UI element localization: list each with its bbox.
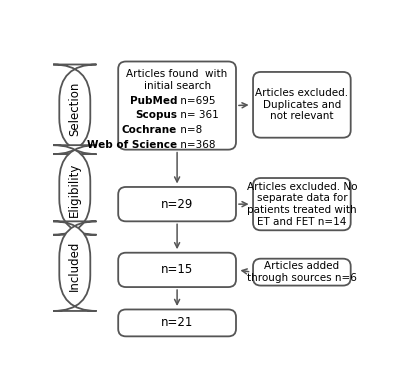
Text: n=368: n=368 <box>177 140 216 150</box>
Text: n=29: n=29 <box>161 197 193 211</box>
Text: Articles found  with
initial search: Articles found with initial search <box>126 69 228 90</box>
Text: n=21: n=21 <box>161 316 193 329</box>
FancyBboxPatch shape <box>253 72 351 138</box>
FancyBboxPatch shape <box>53 221 96 311</box>
Text: Scopus: Scopus <box>135 111 177 121</box>
Text: PubMed: PubMed <box>130 96 177 106</box>
Text: Web of Science: Web of Science <box>87 140 177 150</box>
FancyBboxPatch shape <box>53 64 96 154</box>
FancyBboxPatch shape <box>118 310 236 336</box>
Text: n=8: n=8 <box>177 125 202 135</box>
Text: Articles excluded. No
separate data for
patients treated with
ET and FET n=14: Articles excluded. No separate data for … <box>247 182 357 227</box>
FancyBboxPatch shape <box>118 187 236 221</box>
Text: n=15: n=15 <box>161 263 193 276</box>
Text: Included: Included <box>68 241 81 291</box>
FancyBboxPatch shape <box>53 145 96 235</box>
Text: Selection: Selection <box>68 82 81 137</box>
FancyBboxPatch shape <box>118 253 236 287</box>
Text: n= 361: n= 361 <box>177 111 219 121</box>
FancyBboxPatch shape <box>118 61 236 150</box>
Text: Eligibility: Eligibility <box>68 163 81 217</box>
Text: Cochrane: Cochrane <box>122 125 177 135</box>
Text: Articles excluded.
Duplicates and
not relevant: Articles excluded. Duplicates and not re… <box>255 88 348 121</box>
Text: n=695: n=695 <box>177 96 216 106</box>
Text: Articles added
through sources n=6: Articles added through sources n=6 <box>247 262 357 283</box>
FancyBboxPatch shape <box>253 178 351 230</box>
FancyBboxPatch shape <box>253 259 351 286</box>
